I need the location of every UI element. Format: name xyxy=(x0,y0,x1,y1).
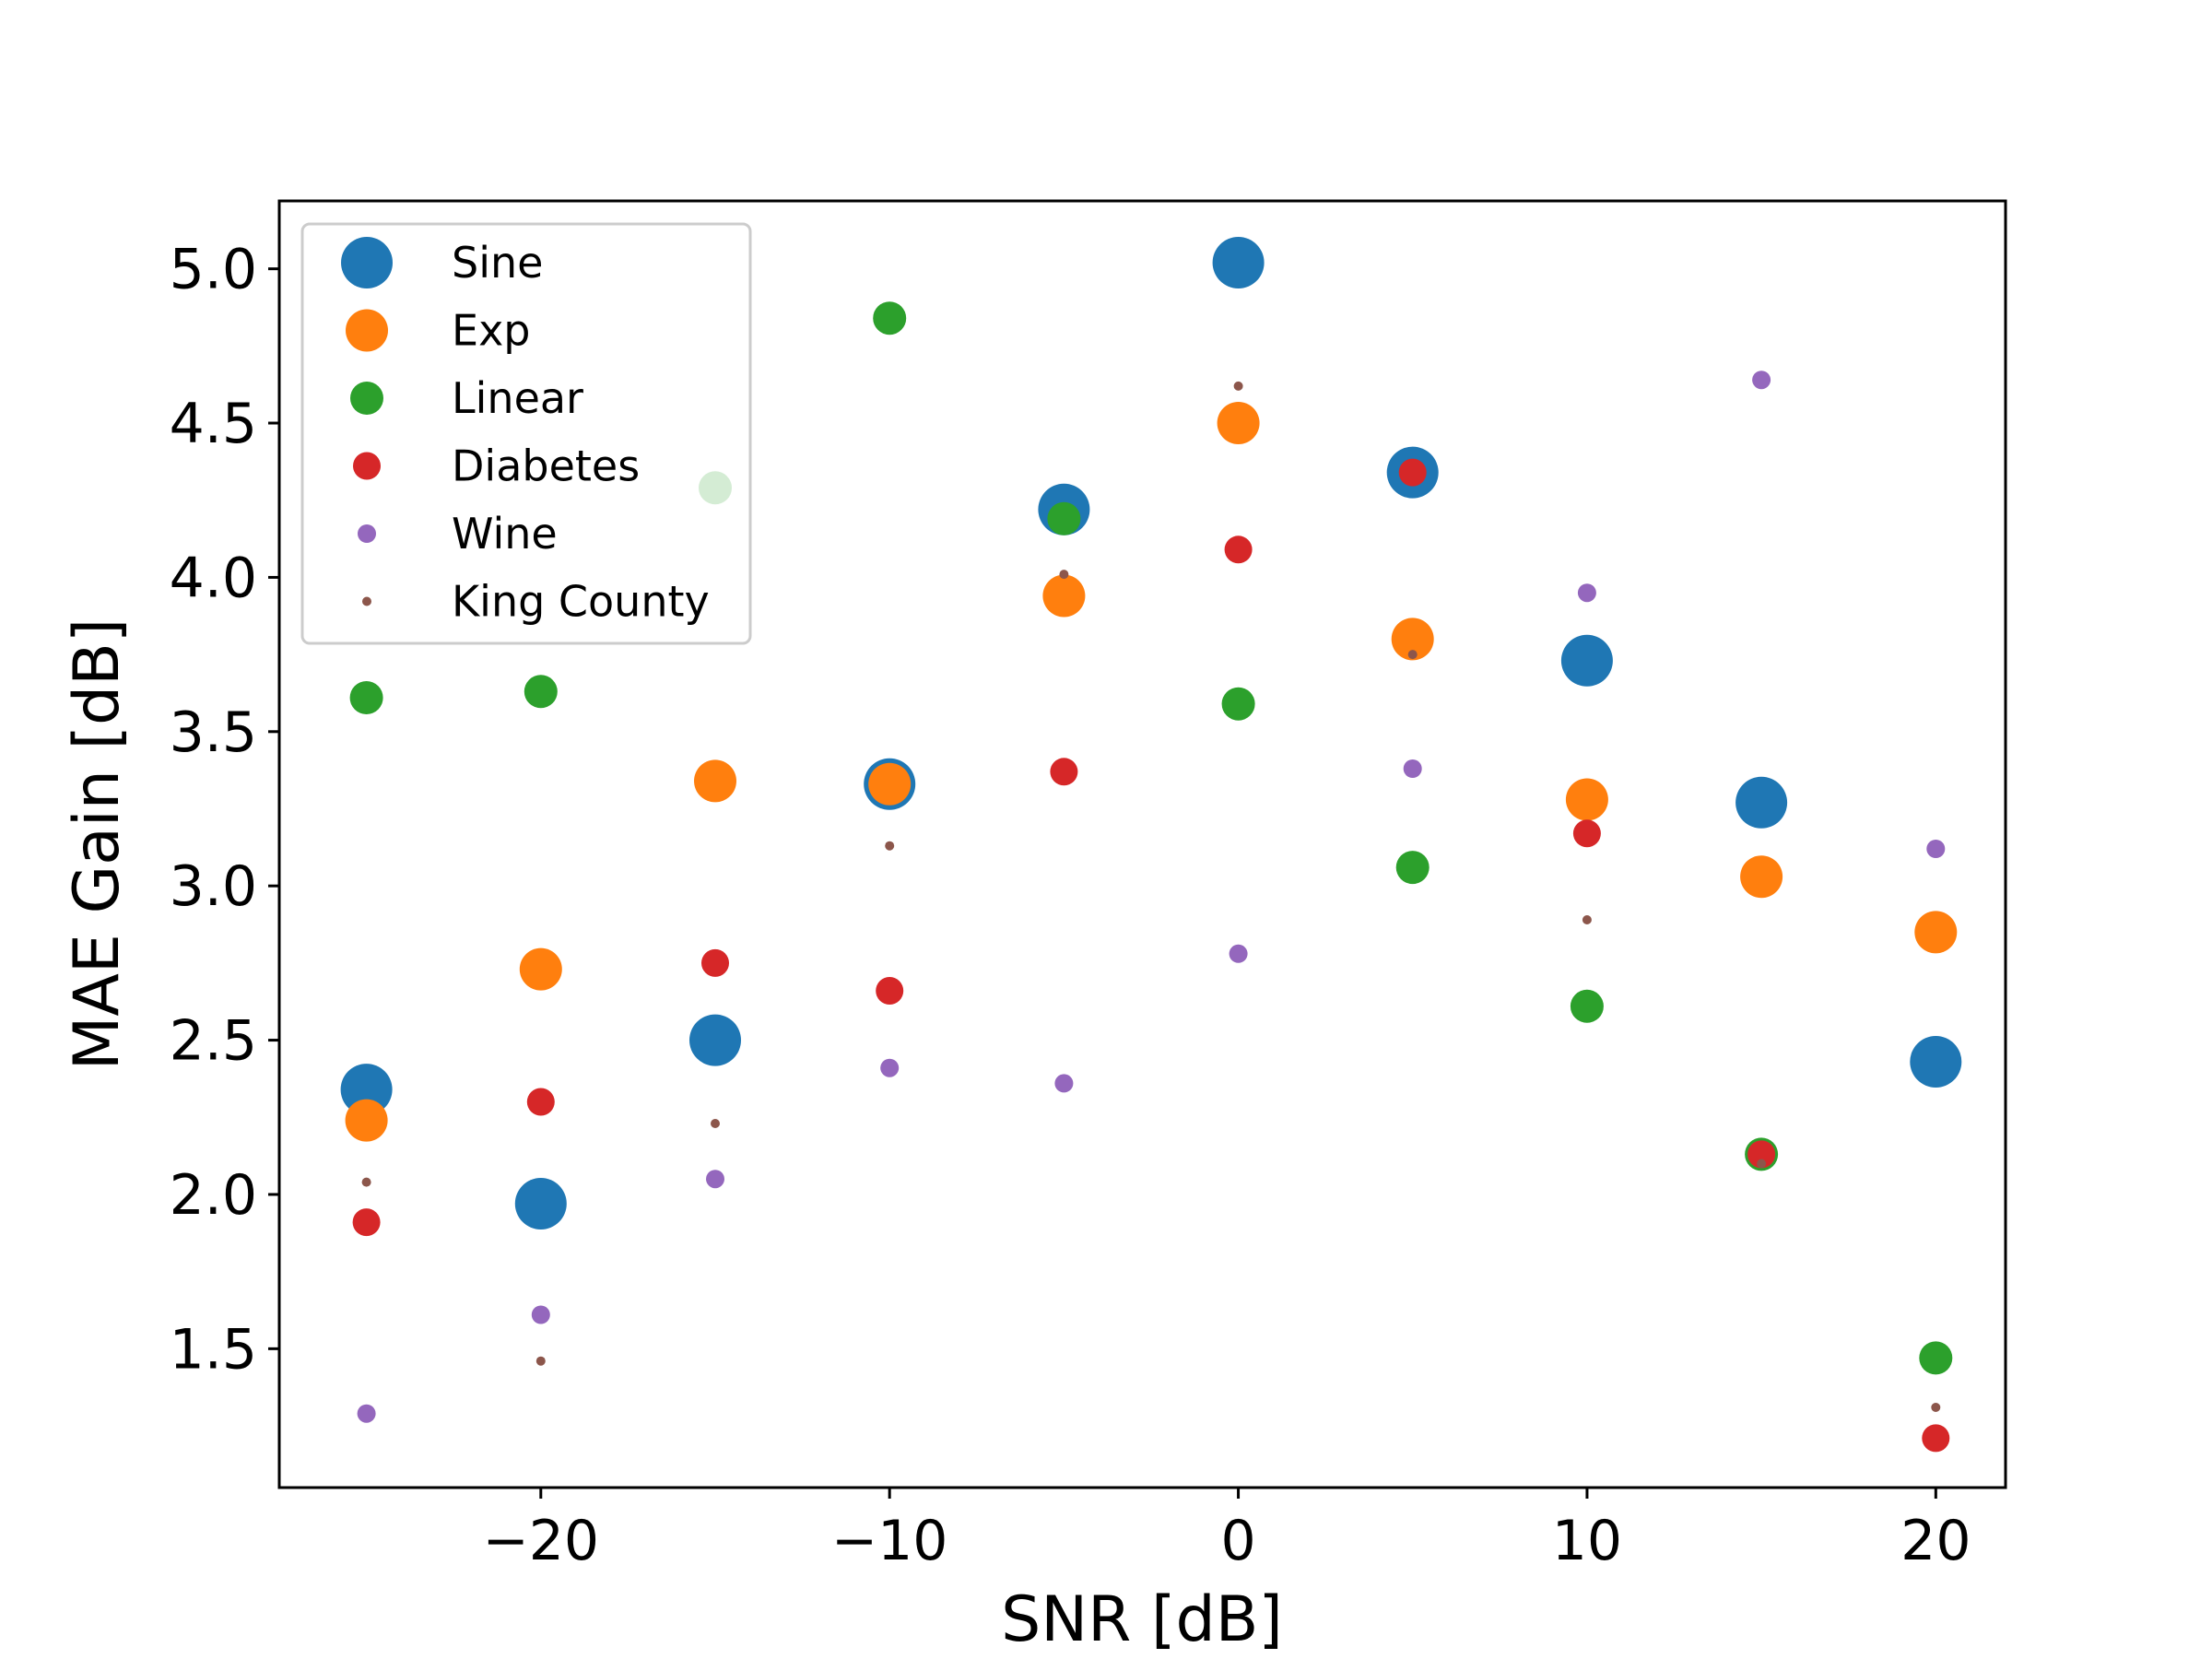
point-king-county-9 xyxy=(1931,1403,1941,1412)
point-diabetes-0 xyxy=(352,1208,381,1237)
point-diabetes-8 xyxy=(1747,1140,1776,1169)
point-exp-1 xyxy=(519,947,562,991)
point-linear-3 xyxy=(873,301,907,335)
legend-marker-king-county xyxy=(362,596,371,606)
point-linear-5 xyxy=(1221,687,1255,721)
data-points xyxy=(340,237,1962,1453)
legend-marker-linear xyxy=(350,382,383,415)
point-wine-2 xyxy=(706,1170,724,1189)
x-axis-label: SNR [dB] xyxy=(1001,1583,1283,1656)
legend-label-exp: Exp xyxy=(452,306,531,356)
point-linear-7 xyxy=(1570,989,1604,1023)
y-tick-label: 3.0 xyxy=(170,854,257,919)
point-exp-7 xyxy=(1565,778,1608,821)
legend-marker-exp xyxy=(346,309,388,352)
point-diabetes-7 xyxy=(1572,819,1601,848)
point-linear-1 xyxy=(524,675,558,709)
point-wine-9 xyxy=(1926,840,1946,858)
y-tick-label: 1.5 xyxy=(170,1317,257,1382)
y-axis-ticks: 1.5 2.0 2.5 3.0 3.5 4.0 4.5 5.0 xyxy=(170,238,279,1382)
legend-marker-sine xyxy=(341,237,393,288)
point-exp-9 xyxy=(1914,911,1958,954)
point-sine-2 xyxy=(689,1014,741,1066)
x-tick-label: 20 xyxy=(1900,1509,1971,1573)
y-tick-label: 3.5 xyxy=(170,700,257,765)
point-exp-2 xyxy=(694,759,736,803)
point-king-county-8 xyxy=(1757,1159,1767,1169)
point-linear-0 xyxy=(349,681,383,714)
point-sine-5 xyxy=(1212,237,1265,288)
point-king-county-0 xyxy=(361,1177,371,1187)
point-diabetes-6 xyxy=(1398,458,1427,487)
point-diabetes-9 xyxy=(1922,1424,1950,1453)
legend-label-king-county: King County xyxy=(452,577,710,627)
point-diabetes-3 xyxy=(876,977,904,1005)
y-axis-label: MAE Gain [dB] xyxy=(61,618,134,1071)
x-tick-label: 10 xyxy=(1552,1509,1622,1573)
y-tick-label: 2.0 xyxy=(170,1163,257,1228)
point-diabetes-5 xyxy=(1224,535,1253,564)
point-exp-4 xyxy=(1042,574,1086,618)
point-wine-8 xyxy=(1752,371,1771,390)
point-king-county-7 xyxy=(1582,915,1592,924)
point-king-county-5 xyxy=(1233,381,1243,391)
point-wine-6 xyxy=(1403,759,1422,778)
point-wine-7 xyxy=(1577,583,1596,603)
point-king-county-2 xyxy=(711,1119,720,1128)
legend-marker-diabetes xyxy=(353,452,381,480)
point-diabetes-2 xyxy=(701,948,729,977)
legend-label-linear: Linear xyxy=(452,373,583,423)
point-king-county-6 xyxy=(1407,650,1418,660)
y-tick-label: 4.0 xyxy=(170,546,257,610)
point-wine-1 xyxy=(531,1305,550,1324)
legend-marker-wine xyxy=(358,524,376,543)
point-diabetes-4 xyxy=(1050,758,1078,786)
legend-label-diabetes: Diabetes xyxy=(452,441,640,491)
point-exp-5 xyxy=(1217,402,1260,444)
x-tick-label: 0 xyxy=(1220,1509,1255,1573)
point-wine-3 xyxy=(880,1058,900,1077)
legend-box xyxy=(300,222,752,645)
legend-entries: Sine Exp Linear Diabetes Wine King County xyxy=(341,237,710,627)
point-sine-1 xyxy=(514,1178,567,1230)
point-diabetes-1 xyxy=(526,1088,555,1116)
legend: Sine Exp Linear Diabetes Wine King County xyxy=(300,222,752,645)
point-linear-9 xyxy=(1919,1341,1953,1375)
y-tick-label: 5.0 xyxy=(170,238,257,302)
point-king-county-4 xyxy=(1059,570,1069,580)
point-sine-7 xyxy=(1560,634,1613,687)
point-linear-4 xyxy=(1047,501,1081,535)
point-exp-3 xyxy=(868,762,912,806)
point-linear-6 xyxy=(1395,851,1430,885)
point-king-county-1 xyxy=(535,1356,546,1366)
x-axis-ticks: −20 −10 0 10 20 xyxy=(482,1488,1971,1573)
plot-frame xyxy=(277,199,2007,1489)
point-sine-0 xyxy=(340,1064,393,1116)
y-tick-label: 4.5 xyxy=(170,392,257,456)
point-king-county-3 xyxy=(885,841,895,851)
point-exp-6 xyxy=(1391,618,1434,661)
point-wine-5 xyxy=(1229,944,1248,963)
x-tick-label: −20 xyxy=(482,1509,599,1573)
point-sine-8 xyxy=(1735,776,1788,829)
legend-label-wine: Wine xyxy=(452,509,558,559)
point-sine-9 xyxy=(1910,1036,1962,1088)
y-tick-label: 2.5 xyxy=(170,1009,257,1074)
point-wine-0 xyxy=(357,1404,376,1423)
legend-label-sine: Sine xyxy=(452,238,543,288)
x-tick-label: −10 xyxy=(831,1509,948,1573)
point-exp-0 xyxy=(345,1099,388,1142)
point-exp-8 xyxy=(1740,855,1783,899)
point-wine-4 xyxy=(1054,1074,1074,1093)
